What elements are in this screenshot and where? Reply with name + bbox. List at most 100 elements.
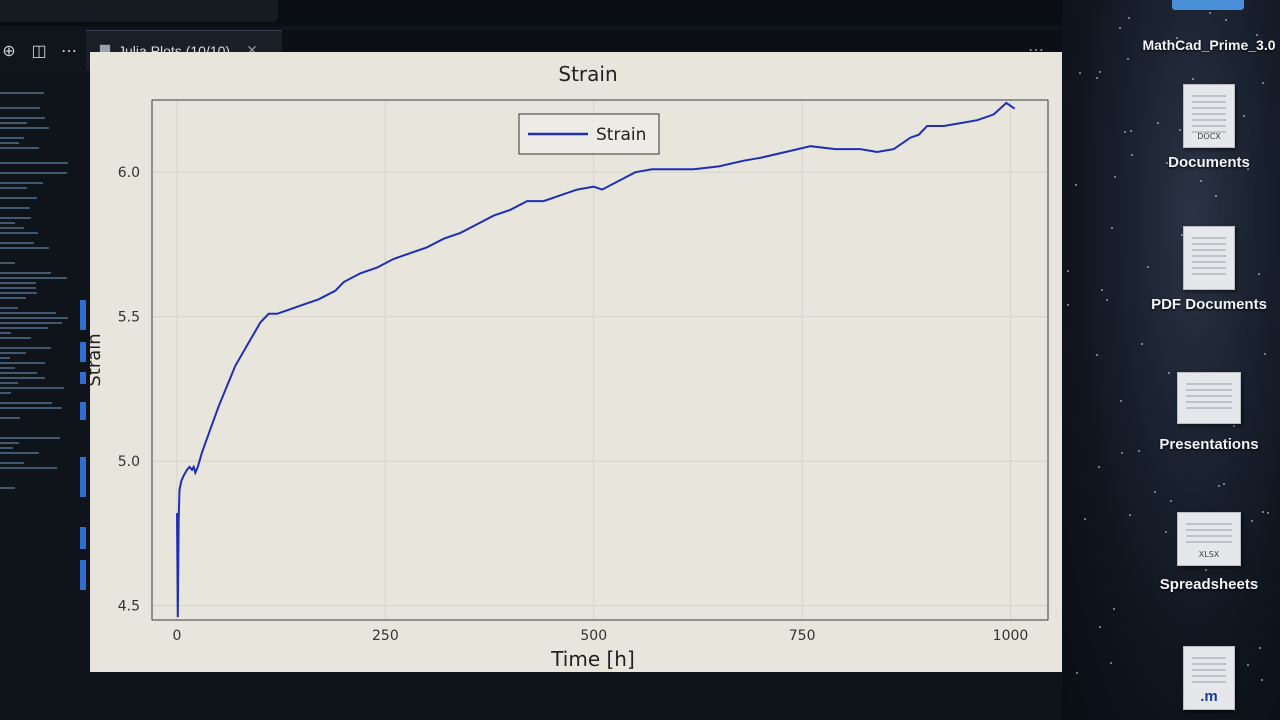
code-line [0, 142, 19, 144]
star-decoration [1261, 679, 1263, 681]
star-decoration [1264, 353, 1266, 355]
code-line [0, 447, 13, 449]
star-decoration [1157, 122, 1159, 124]
code-line [0, 277, 67, 279]
docx-file-icon: DOCX [1183, 84, 1235, 148]
star-decoration [1113, 608, 1115, 610]
star-decoration [1181, 234, 1183, 236]
code-line [0, 297, 26, 299]
star-decoration [1247, 168, 1249, 170]
code-line [0, 377, 45, 379]
star-decoration [1120, 400, 1122, 402]
star-decoration [1130, 130, 1132, 132]
star-decoration [1262, 511, 1264, 513]
star-decoration [1243, 115, 1245, 117]
code-line [0, 227, 24, 229]
x-axis-label: Time [h] [550, 647, 635, 671]
star-decoration [1262, 82, 1264, 84]
code-panel[interactable] [0, 72, 86, 720]
code-line [0, 292, 37, 294]
star-decoration [1165, 531, 1167, 533]
legend-label: Strain [596, 125, 646, 145]
code-line [0, 127, 49, 129]
star-decoration [1218, 485, 1220, 487]
star-decoration [1190, 163, 1192, 165]
code-line [0, 392, 11, 394]
desktop-item-label: .m [1200, 688, 1218, 705]
code-line [0, 272, 51, 274]
code-line [0, 172, 67, 174]
code-line [0, 352, 26, 354]
star-decoration [1067, 304, 1069, 306]
y-tick-label: 5.5 [118, 310, 140, 326]
more-actions-icon[interactable]: ⋯ [61, 43, 77, 60]
xlsx-file-icon: XLSX [1177, 512, 1241, 566]
star-decoration [1138, 450, 1140, 452]
desktop-item-presentations[interactable]: Presentations [1134, 372, 1280, 453]
desktop-item-documents[interactable]: DOCX Documents [1134, 84, 1280, 171]
split-editor-icon[interactable]: ◫ [31, 43, 47, 60]
code-line [0, 442, 19, 444]
code-line [0, 207, 30, 209]
desktop-item-m-file[interactable]: .m [1134, 646, 1280, 710]
y-tick-label: 5.0 [118, 454, 140, 470]
gutter-mark [80, 560, 86, 590]
code-line [0, 107, 40, 109]
code-line [0, 437, 60, 439]
star-decoration [1247, 664, 1249, 666]
star-decoration [1267, 512, 1269, 514]
star-decoration [1238, 443, 1240, 445]
plot-window: 0 250 500 750 1000 4.5 5.0 5.5 6.0 Strain Time [… [90, 52, 1062, 672]
code-line [0, 262, 15, 264]
star-decoration [1099, 626, 1101, 628]
pdf-file-icon [1183, 226, 1235, 290]
m-file-icon: .m [1183, 646, 1235, 710]
desktop-item-spreadsheets[interactable]: XLSX Spreadsheets [1134, 512, 1280, 593]
code-line [0, 147, 39, 149]
star-decoration [1154, 491, 1156, 493]
x-tick-label: 1000 [993, 628, 1029, 644]
gutter-mark [80, 342, 86, 362]
star-decoration [1075, 184, 1077, 186]
star-decoration [1106, 299, 1108, 301]
desktop-item-label: PDF Documents [1151, 296, 1267, 313]
chart-title: Strain [558, 62, 617, 86]
code-line [0, 282, 36, 284]
code-line [0, 362, 45, 364]
desktop-top-button[interactable] [1172, 0, 1244, 10]
star-decoration [1101, 289, 1103, 291]
star-decoration [1259, 647, 1261, 649]
code-line [0, 402, 52, 404]
code-line [0, 122, 27, 124]
star-decoration [1179, 129, 1181, 131]
gutter-mark [80, 372, 86, 384]
star-decoration [1098, 466, 1100, 468]
title-panel [0, 0, 278, 22]
star-decoration [1079, 72, 1081, 74]
x-tick-label: 250 [372, 628, 399, 644]
run-icon[interactable]: ⊕ [2, 43, 16, 60]
chart-background [90, 52, 1062, 672]
star-decoration [1258, 273, 1260, 275]
star-decoration [1147, 266, 1149, 268]
strain-series-line [176, 101, 1016, 618]
star-decoration [1124, 131, 1126, 133]
code-line [0, 187, 27, 189]
desktop-item-mathcad[interactable]: MathCad_Prime_3.0 [1134, 30, 1280, 54]
code-line [0, 287, 36, 289]
star-decoration [1096, 354, 1098, 356]
desktop-item-pdf-documents[interactable]: PDF Documents [1134, 226, 1280, 313]
star-decoration [1119, 27, 1121, 29]
code-line [0, 417, 20, 419]
code-line [0, 372, 37, 374]
star-decoration [1196, 445, 1198, 447]
code-line [0, 222, 15, 224]
star-decoration [1168, 372, 1170, 374]
close-icon[interactable]: ✕ [246, 42, 258, 58]
code-line [0, 162, 68, 164]
desktop-item-label: MathCad_Prime_3.0 [1142, 37, 1276, 53]
star-decoration [1166, 162, 1168, 164]
star-decoration [1127, 58, 1129, 60]
code-line [0, 247, 49, 249]
star-decoration [1096, 77, 1098, 79]
